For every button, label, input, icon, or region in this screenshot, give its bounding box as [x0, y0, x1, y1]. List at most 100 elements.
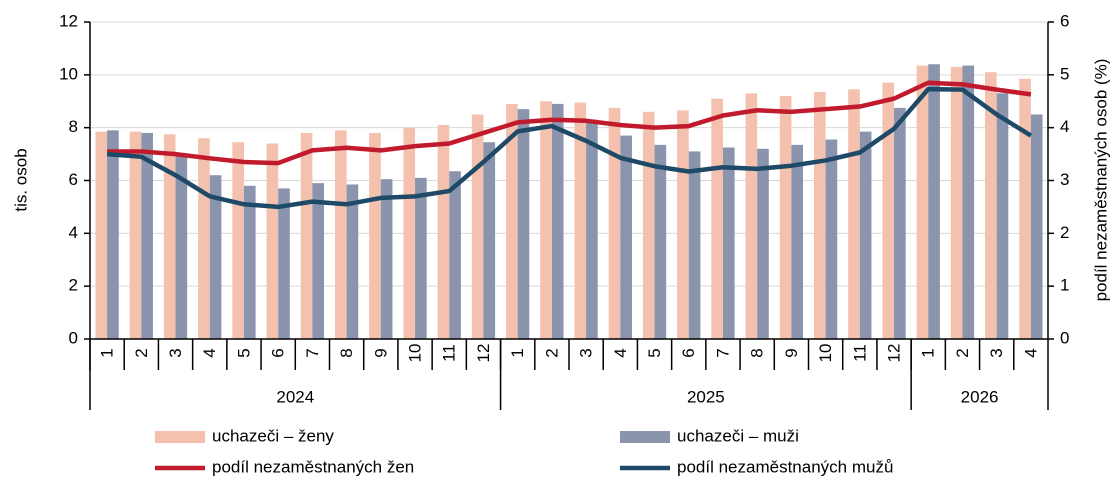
bar [449, 171, 461, 339]
bar [950, 66, 963, 340]
bar [437, 125, 450, 340]
x-tick-label: 2 [953, 348, 972, 357]
x-tick-label: 12 [885, 344, 904, 363]
x-tick-label: 11 [440, 344, 459, 362]
bar [95, 131, 108, 339]
bar [779, 95, 792, 339]
x-tick-label: 6 [269, 348, 288, 357]
x-tick-label: 1 [508, 348, 527, 357]
bar [996, 93, 1009, 339]
y2-tick-label: 0 [1060, 328, 1069, 347]
x-tick-label: 3 [987, 348, 1006, 357]
x-tick-label: 4 [1021, 348, 1040, 357]
y-tick-label: 0 [69, 328, 78, 347]
bar [540, 101, 552, 339]
y2-axis-title: podíl nezaměstnaných osob (%) [1091, 59, 1110, 302]
x-tick-label: 3 [166, 348, 185, 357]
bar [586, 119, 598, 339]
y2-tick-label: 6 [1060, 11, 1069, 30]
y-tick-label: 12 [59, 11, 78, 30]
bar [163, 134, 176, 339]
bar [985, 72, 997, 340]
bar [129, 131, 142, 339]
y-tick-label: 4 [69, 223, 78, 242]
group-label: 2026 [961, 387, 999, 406]
legend-label: uchazeči – ženy [212, 426, 334, 445]
bar [654, 144, 667, 339]
bar [711, 98, 723, 339]
bar [677, 110, 689, 339]
bar [1030, 114, 1043, 339]
y2-tick-label: 3 [1060, 170, 1069, 189]
y2-tick-label: 4 [1060, 117, 1069, 136]
x-tick-label: 5 [645, 348, 664, 357]
bar [346, 184, 359, 339]
group-label: 2024 [276, 387, 314, 406]
bar [745, 93, 758, 339]
x-tick-label: 4 [611, 348, 630, 357]
x-tick-label: 12 [474, 344, 493, 363]
x-tick-label: 1 [98, 348, 117, 357]
bar [334, 130, 347, 339]
legend-label: uchazeči – muži [677, 426, 799, 445]
bar [757, 148, 769, 339]
x-tick-label: 10 [816, 344, 835, 363]
x-tick-label: 8 [337, 348, 356, 357]
bar [1019, 78, 1031, 339]
bar [620, 135, 632, 339]
y2-tick-label: 5 [1060, 64, 1069, 83]
x-tick-label: 8 [748, 348, 767, 357]
group-label: 2025 [687, 387, 725, 406]
bar [380, 179, 393, 339]
bar [608, 107, 621, 340]
y2-tick-label: 2 [1060, 223, 1069, 242]
bar [825, 139, 838, 339]
x-tick-label: 2 [542, 348, 561, 357]
y-tick-label: 2 [69, 276, 78, 295]
bar [175, 154, 188, 339]
bar [232, 142, 244, 339]
bar [278, 188, 290, 339]
line [106, 86, 1033, 210]
bar [574, 102, 587, 339]
bar [882, 82, 895, 339]
bar [962, 65, 975, 340]
x-tick-label: 9 [371, 348, 390, 357]
legend-label: podíl nezaměstnaných mužů [677, 457, 893, 476]
bar [551, 103, 564, 340]
bar [209, 175, 222, 339]
y-tick-label: 10 [59, 64, 78, 83]
bar [813, 92, 826, 339]
bar [916, 65, 929, 340]
bar [198, 138, 210, 339]
x-tick-label: 6 [679, 348, 698, 357]
bar [300, 132, 313, 339]
y-axis-title: tis. osob [11, 148, 30, 211]
legend-swatch [620, 431, 670, 443]
bar [369, 132, 381, 339]
bar [859, 131, 872, 339]
bar [848, 89, 860, 339]
bar [312, 183, 325, 339]
bar [894, 107, 906, 340]
bar [791, 144, 804, 339]
bar [471, 114, 484, 339]
x-tick-label: 7 [303, 348, 322, 357]
bar [403, 127, 416, 340]
x-tick-label: 9 [782, 348, 801, 357]
bar [415, 177, 427, 339]
x-tick-label: 3 [577, 348, 596, 357]
x-tick-label: 2 [132, 348, 151, 357]
line [107, 80, 1032, 166]
legend-swatch [155, 431, 205, 443]
bar [107, 130, 119, 339]
x-tick-label: 1 [919, 348, 938, 357]
bar [642, 111, 655, 339]
bar [928, 64, 940, 340]
y-tick-label: 8 [69, 117, 78, 136]
x-tick-label: 10 [406, 344, 425, 363]
bar [483, 142, 496, 339]
bar [688, 151, 701, 339]
bar [506, 103, 518, 340]
